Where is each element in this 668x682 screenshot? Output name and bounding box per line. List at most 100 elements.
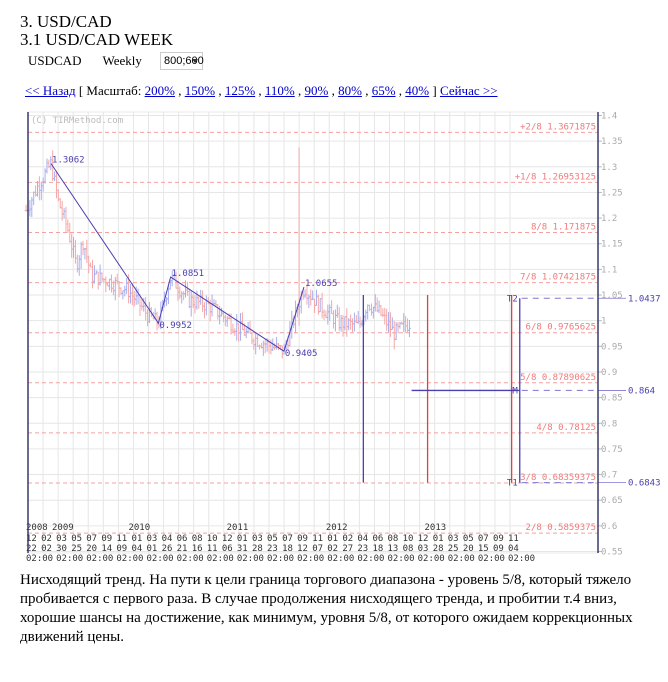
x-year-label: 2012 xyxy=(326,523,348,533)
target-name: M xyxy=(512,386,518,396)
x-month-label: 01 xyxy=(433,534,444,544)
y-tick-label: 1.2 xyxy=(601,214,617,224)
x-time-label: 02:00 xyxy=(388,554,415,564)
x-day-label: 13 xyxy=(388,544,399,554)
x-day-label: 01 xyxy=(147,544,158,554)
target-name: T2 xyxy=(507,294,518,304)
scale-200-link[interactable]: 200% xyxy=(144,83,175,98)
x-day-label: 20 xyxy=(86,544,97,554)
pivot-label: 0.9405 xyxy=(285,349,318,359)
x-time-label: 02:00 xyxy=(418,554,445,564)
y-tick-label: 0.8 xyxy=(601,419,617,429)
x-day-label: 25 xyxy=(71,544,82,554)
x-day-label: 18 xyxy=(282,544,293,554)
y-tick-label: 0.55 xyxy=(601,548,623,558)
y-tick-label: 0.6 xyxy=(601,522,617,532)
scale-150-link[interactable]: 150% xyxy=(184,83,216,98)
back-link[interactable]: << Назад xyxy=(25,83,76,98)
x-time-label: 02:00 xyxy=(448,554,475,564)
murray-level-label: 5/8 0.87890625 xyxy=(520,373,596,383)
x-month-label: 09 xyxy=(297,534,308,544)
x-time-label: 02:00 xyxy=(237,554,264,564)
x-day-label: 27 xyxy=(342,544,353,554)
x-day-label: 06 xyxy=(222,544,233,554)
x-month-label: 05 xyxy=(267,534,278,544)
x-day-label: 23 xyxy=(267,544,278,554)
scale-40-link[interactable]: 40% xyxy=(405,83,430,98)
x-year-label: 2010 xyxy=(128,523,150,533)
y-tick-label: 1.35 xyxy=(601,137,623,147)
trend-line xyxy=(50,163,305,352)
size-select[interactable]: 800;600 xyxy=(160,52,204,70)
x-month-label: 07 xyxy=(282,534,293,544)
y-tick-label: 1.3 xyxy=(601,163,617,173)
x-time-label: 02:00 xyxy=(267,554,294,564)
x-day-label: 26 xyxy=(162,544,173,554)
x-day-label: 02 xyxy=(41,544,52,554)
y-tick-label: 0.7 xyxy=(601,471,617,481)
x-day-label: 09 xyxy=(116,544,127,554)
x-day-label: 15 xyxy=(478,544,489,554)
x-day-label: 07 xyxy=(312,544,323,554)
x-month-label: 03 xyxy=(252,534,263,544)
scale-90-link[interactable]: 90% xyxy=(304,83,329,98)
scale-110-link[interactable]: 110% xyxy=(264,83,295,98)
scale-65-link[interactable]: 65% xyxy=(371,83,396,98)
now-link[interactable]: Сейчас >> xyxy=(439,83,498,98)
x-time-label: 02:00 xyxy=(56,554,83,564)
x-time-label: 02:00 xyxy=(508,554,535,564)
x-day-label: 09 xyxy=(493,544,504,554)
price-chart: 1.41.351.31.251.21.151.11.0510.950.90.85… xyxy=(24,111,661,564)
chart-title: 3.1 USD/CAD WEEK xyxy=(20,30,174,49)
x-month-label: 07 xyxy=(86,534,97,544)
target-value: 0.864 xyxy=(628,386,655,396)
murray-level-label: +2/8 1.3671875 xyxy=(520,122,596,132)
murray-level-label: 4/8 0.78125 xyxy=(536,423,596,433)
x-time-label: 02:00 xyxy=(478,554,505,564)
scale-nav: << Назад [ Масштаб: 200% , 150% , 125% ,… xyxy=(25,83,498,98)
x-month-label: 04 xyxy=(162,534,173,544)
x-month-label: 03 xyxy=(448,534,459,544)
x-year-label: 2013 xyxy=(425,523,447,533)
target-value: 0.6843 xyxy=(628,479,661,489)
y-tick-label: 1.4 xyxy=(601,112,617,122)
x-month-label: 10 xyxy=(207,534,218,544)
y-tick-label: 1 xyxy=(601,317,606,327)
scale-125-link[interactable]: 125% xyxy=(224,83,256,98)
x-time-label: 02:00 xyxy=(327,554,354,564)
x-month-label: 11 xyxy=(116,534,127,544)
y-tick-label: 0.95 xyxy=(601,342,623,352)
x-month-label: 08 xyxy=(388,534,399,544)
x-time-label: 02:00 xyxy=(207,554,234,564)
x-time-label: 02:00 xyxy=(177,554,204,564)
x-month-label: 08 xyxy=(192,534,203,544)
scale-80-link[interactable]: 80% xyxy=(338,83,362,98)
x-month-label: 09 xyxy=(493,534,504,544)
scale-close: ] xyxy=(432,83,437,98)
x-month-label: 11 xyxy=(312,534,323,544)
x-month-label: 12 xyxy=(26,534,37,544)
x-month-label: 07 xyxy=(478,534,489,544)
murray-level-label: +1/8 1.26953125 xyxy=(515,172,596,182)
x-day-label: 04 xyxy=(508,544,519,554)
x-month-label: 12 xyxy=(222,534,233,544)
analysis-text: Нисходящий тренд. На пути к цели граница… xyxy=(20,572,633,645)
x-day-label: 08 xyxy=(403,544,414,554)
chart-controls: USDCAD Weekly xyxy=(28,53,160,69)
x-day-label: 22 xyxy=(26,544,37,554)
x-time-label: 02:00 xyxy=(147,554,174,564)
section-title: 3. USD/CAD xyxy=(20,12,112,31)
x-day-label: 20 xyxy=(463,544,474,554)
y-tick-label: 1.1 xyxy=(601,265,617,275)
symbol-label: USDCAD xyxy=(28,53,82,68)
size-select-value: 800;600 xyxy=(164,55,204,67)
murray-level-label: 8/8 1.171875 xyxy=(531,223,596,233)
x-month-label: 03 xyxy=(56,534,67,544)
x-month-label: 09 xyxy=(101,534,112,544)
x-day-label: 28 xyxy=(433,544,444,554)
x-time-label: 02:00 xyxy=(86,554,113,564)
y-tick-label: 0.9 xyxy=(601,368,617,378)
x-month-label: 02 xyxy=(41,534,52,544)
target-value: 1.0437 xyxy=(628,294,661,304)
period-label: Weekly xyxy=(102,53,142,68)
